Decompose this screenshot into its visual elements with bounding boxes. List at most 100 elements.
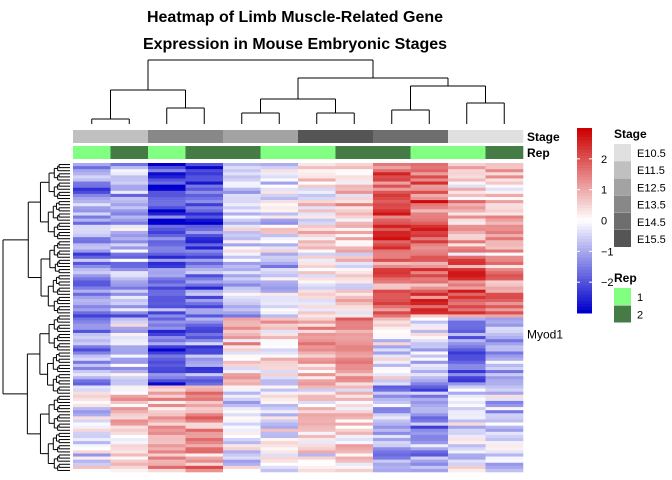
heatmap-cell: [298, 283, 336, 287]
heatmap-cell: [410, 410, 449, 414]
heatmap-cell: [373, 434, 411, 439]
heatmap-cell: [148, 277, 186, 281]
heatmap-cell: [485, 274, 524, 278]
heatmap-cell: [185, 444, 224, 448]
heatmap-cell: [448, 280, 486, 284]
heatmap-cell: [185, 184, 224, 189]
heatmap-cell: [373, 264, 411, 269]
heatmap-cell: [223, 416, 261, 420]
heatmap-cell: [110, 243, 149, 247]
heatmap-cell: [335, 431, 374, 436]
heatmap-cell: [335, 400, 374, 405]
heatmap-cell: [298, 274, 336, 278]
heatmap-cell: [260, 252, 299, 256]
heatmap-cell: [110, 323, 149, 328]
heatmap-cell: [73, 323, 111, 328]
heatmap-cell: [223, 357, 261, 362]
heatmap-cell: [448, 456, 486, 460]
heatmap-cell: [73, 314, 111, 318]
heatmap-cell: [335, 196, 374, 201]
stage-legend: Stage E10.5 E11.5 E12.5 E13.5 E14.5 E15.5: [614, 127, 666, 247]
heatmap-cell: [110, 394, 149, 399]
heatmap-cell: [373, 206, 411, 210]
heatmap-cell: [260, 373, 299, 377]
heatmap-cell: [185, 271, 224, 275]
heatmap-cell: [448, 172, 486, 176]
heatmap-cell: [110, 444, 149, 448]
heatmap-cell: [223, 175, 261, 179]
heatmap-cell: [335, 252, 374, 256]
heatmap-cell: [373, 419, 411, 423]
heatmap-cell: [298, 298, 336, 303]
heatmap-cell: [448, 311, 486, 315]
heatmap-cell: [260, 468, 299, 473]
heatmap-cell: [410, 351, 449, 355]
stage-legend-label: E12.5: [637, 182, 666, 194]
heatmap-cell: [335, 286, 374, 290]
heatmap-cell: [185, 311, 224, 315]
stage-annotation-cell: [448, 130, 486, 143]
heatmap-cell: [260, 456, 299, 460]
heatmap-cell: [148, 227, 186, 232]
heatmap-cell: [298, 397, 336, 402]
heatmap-cell: [298, 302, 336, 306]
heatmap-cell: [110, 397, 149, 402]
heatmap-cell: [373, 261, 411, 266]
heatmap-cell: [260, 348, 299, 352]
heatmap-cell: [148, 206, 186, 210]
heatmap-cell: [335, 345, 374, 349]
heatmap-cell: [410, 348, 449, 352]
heatmap-cell: [260, 441, 299, 445]
color-scale-swatch: [577, 254, 592, 258]
heatmap-cell: [148, 385, 186, 389]
heatmap-cell: [260, 336, 299, 340]
color-scale-swatch: [577, 198, 592, 203]
heatmap-cell: [373, 382, 411, 386]
heatmap-cell: [73, 332, 111, 337]
rep-annotation-cell: [448, 146, 486, 159]
heatmap-cell: [298, 243, 336, 247]
heatmap-cell: [485, 431, 524, 436]
heatmap-cell: [298, 465, 336, 470]
heatmap-cell: [448, 462, 486, 467]
heatmap-cell: [110, 354, 149, 358]
heatmap-cell: [448, 255, 486, 260]
heatmap-cell: [260, 329, 299, 334]
heatmap-cell: [373, 193, 411, 198]
heatmap-cell: [448, 237, 486, 241]
heatmap-cell: [73, 391, 111, 396]
heatmap-cell: [185, 221, 224, 226]
heatmap-cell: [485, 416, 524, 420]
heatmap-cell: [185, 336, 224, 340]
heatmap-cell: [185, 397, 224, 402]
heatmap-cell: [448, 434, 486, 439]
heatmap-cell: [148, 357, 186, 362]
heatmap-cell: [373, 240, 411, 244]
heatmap-cell: [335, 240, 374, 244]
heatmap-cell: [110, 292, 149, 297]
color-scale-swatch: [577, 309, 592, 314]
heatmap-cell: [110, 215, 149, 219]
heatmap-cell: [148, 255, 186, 260]
heatmap-cell: [485, 271, 524, 275]
heatmap-cell: [73, 410, 111, 414]
color-scale-swatch: [577, 140, 592, 144]
heatmap-cell: [410, 441, 449, 445]
heatmap-cell: [148, 379, 186, 383]
heatmap-cell: [335, 376, 374, 380]
heatmap-cell: [223, 314, 261, 318]
heatmap-cell: [485, 332, 524, 337]
heatmap-cell: [335, 450, 374, 454]
rep-annotation-cell: [148, 146, 186, 159]
heatmap-cell: [148, 308, 186, 312]
stage-annotation-cell: [298, 130, 336, 143]
heatmap-cell: [185, 391, 224, 396]
heatmap-cell: [373, 200, 411, 204]
heatmap-cell: [148, 422, 186, 426]
heatmap-cell: [185, 323, 224, 328]
heatmap-cell: [148, 456, 186, 460]
heatmap-cell: [485, 391, 524, 396]
heatmap-cell: [373, 438, 411, 442]
heatmap-cell: [373, 286, 411, 290]
heatmap-cell: [185, 320, 224, 324]
